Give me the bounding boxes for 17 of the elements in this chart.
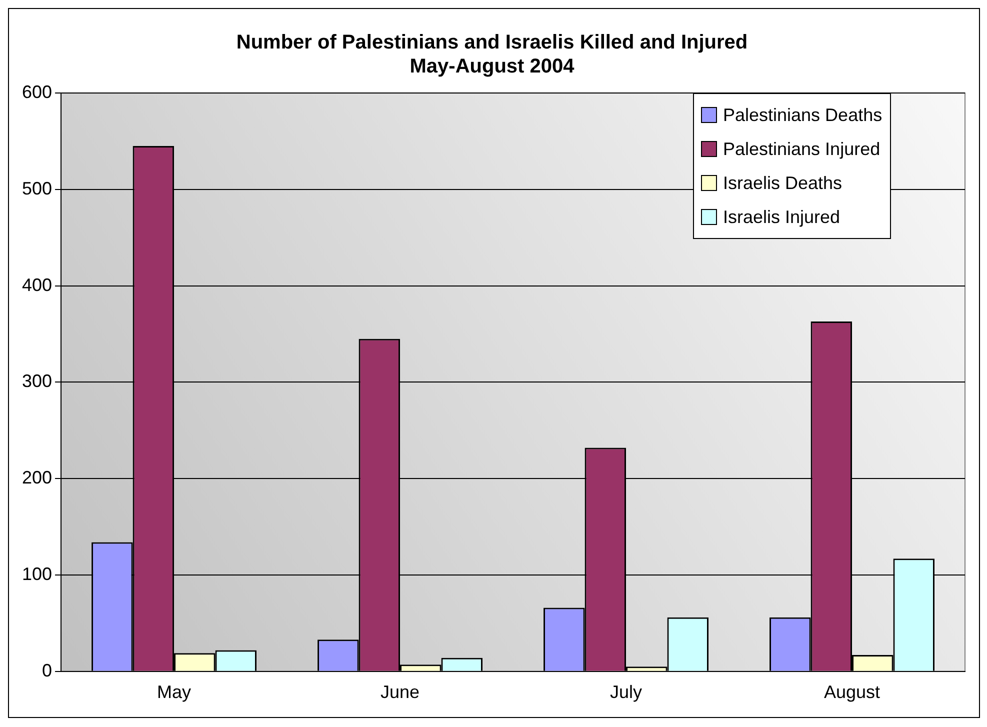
y-tick-label: 600 (22, 82, 52, 102)
y-tick-label: 100 (22, 564, 52, 584)
x-tick-label: July (610, 682, 642, 702)
text: May-August 2004 (410, 56, 574, 78)
y-tick-label: 300 (22, 371, 52, 392)
y-tick-label: 400 (22, 274, 52, 295)
legend-label: Israelis Deaths (723, 172, 842, 194)
y-tick-label: 200 (22, 468, 52, 488)
legend-label: Palestinians Deaths (723, 104, 882, 126)
x-tick-label: June (380, 682, 420, 702)
text: Number of Palestinians and Israelis Killed and Injured (236, 32, 748, 54)
x-tick-label: August (824, 682, 880, 702)
y-tick-label: 500 (22, 178, 52, 198)
y-tick-label: 0 (42, 660, 52, 680)
legend-label: Israelis Injured (723, 206, 840, 228)
x-tick-label: May (157, 682, 192, 702)
legend-label: Palestinians Injured (723, 138, 880, 160)
